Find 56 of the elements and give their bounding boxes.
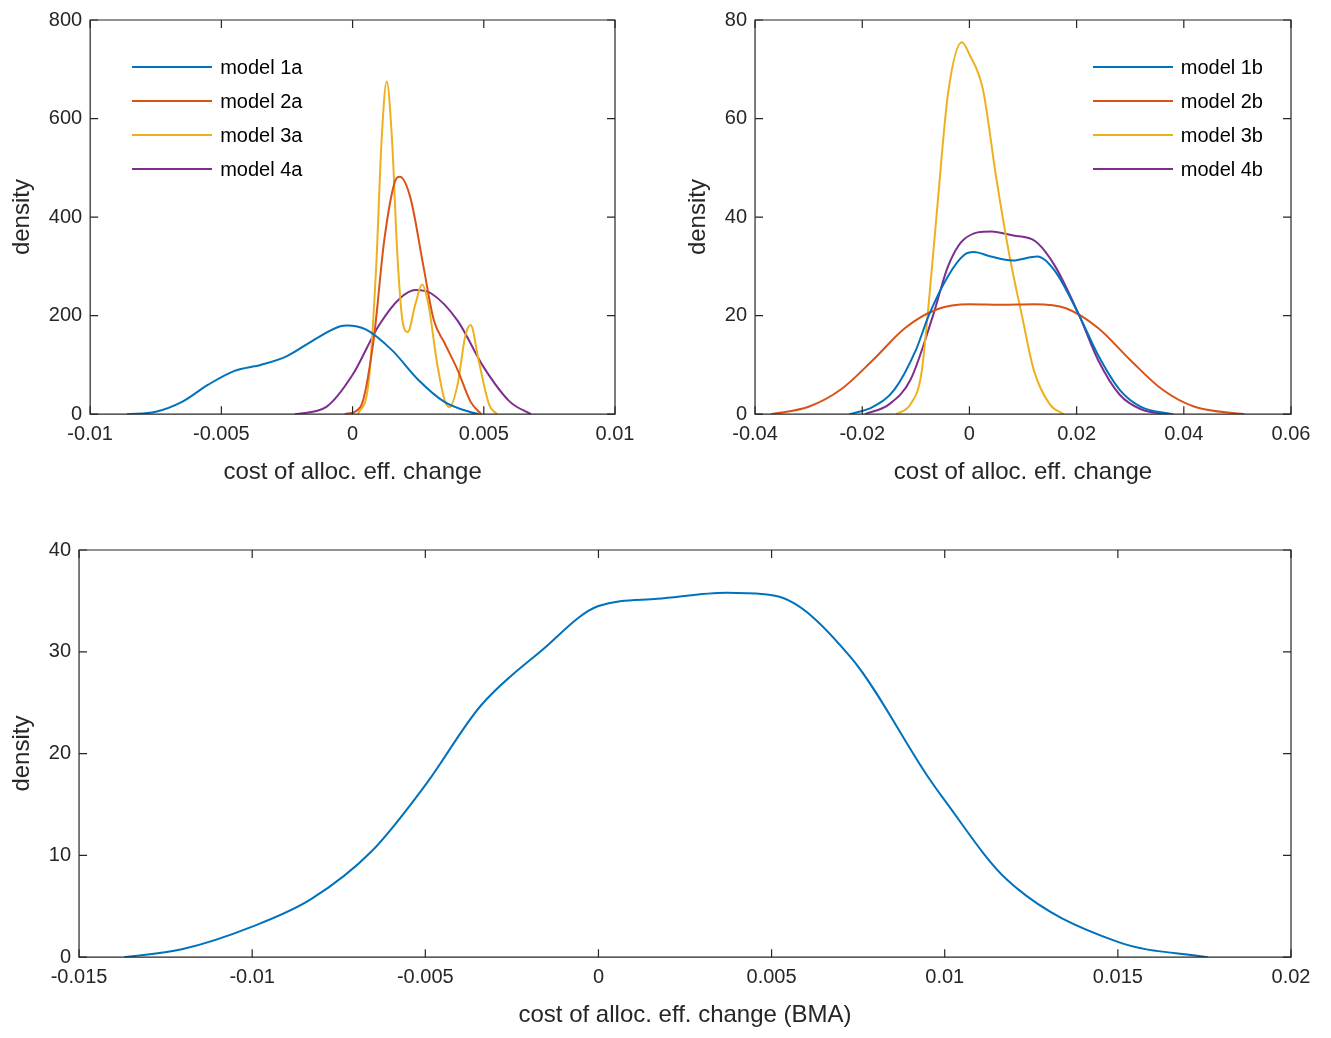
x-tick-label: 0.04 [1164,421,1204,444]
x-tick-label: 0.005 [746,964,797,987]
line-series [343,175,483,415]
y-tick-label: 10 [48,842,72,865]
y-tick-label: 40 [48,537,72,560]
legend-label: model 3a [220,123,303,148]
line-series [848,251,1175,415]
x-tick-label: 0.06 [1271,421,1311,444]
x-tick-label: -0.015 [50,964,108,987]
y-tick-label: 30 [48,639,72,662]
x-tick-label: 0.01 [595,421,635,444]
x-tick-label: 0.005 [458,421,509,444]
x-tick-label: -0.02 [839,421,886,444]
legend-label: model 3b [1180,123,1263,148]
line-series [293,289,533,415]
y-tick-label: 0 [735,401,748,424]
legend-label: model 4a [220,157,303,182]
x-tick-label: 0.015 [1092,964,1143,987]
legend-label: model 1a [220,55,303,80]
y-tick-label: 20 [48,741,72,764]
legend-label: model 1b [1180,55,1263,80]
y-axis-title: density [7,179,35,256]
line-series [125,324,480,415]
y-axis-title: density [683,179,711,256]
x-tick-label: 0.02 [1057,421,1097,444]
line-series [895,41,1065,415]
legend-label: model 2a [220,89,303,114]
x-tick-label: 0 [347,421,359,444]
x-tick-label: 0 [592,964,605,987]
line-series [770,303,1246,415]
y-tick-label: 600 [48,106,83,129]
x-tick-label: 0.02 [1271,964,1311,987]
x-axis-title: cost of alloc. eff. change [893,457,1153,485]
y-tick-label: 40 [724,204,748,227]
legend-label: model 2b [1180,89,1263,114]
y-axis-title: density [7,715,35,792]
y-tick-label: 800 [48,7,83,30]
x-tick-label: -0.01 [229,964,275,987]
y-tick-label: 0 [59,944,72,967]
y-tick-label: 80 [724,7,748,30]
y-tick-label: 60 [724,106,748,129]
y-tick-label: 400 [48,204,83,227]
x-axis-title: cost of alloc. eff. change (BMA) [518,1000,852,1028]
y-tick-label: 200 [48,303,83,326]
line-series [123,591,1209,958]
legend-label: model 4b [1180,157,1263,182]
x-tick-label: -0.005 [193,421,250,444]
line-series [356,80,498,415]
x-axis-title: cost of alloc. eff. change [223,457,482,485]
y-tick-label: 0 [71,401,83,424]
x-tick-label: -0.005 [396,964,454,987]
x-tick-label: -0.01 [67,421,113,444]
x-tick-label: -0.04 [732,421,778,444]
y-tick-label: 20 [724,303,748,326]
x-tick-label: 0 [963,421,975,444]
x-tick-label: 0.01 [925,964,965,987]
